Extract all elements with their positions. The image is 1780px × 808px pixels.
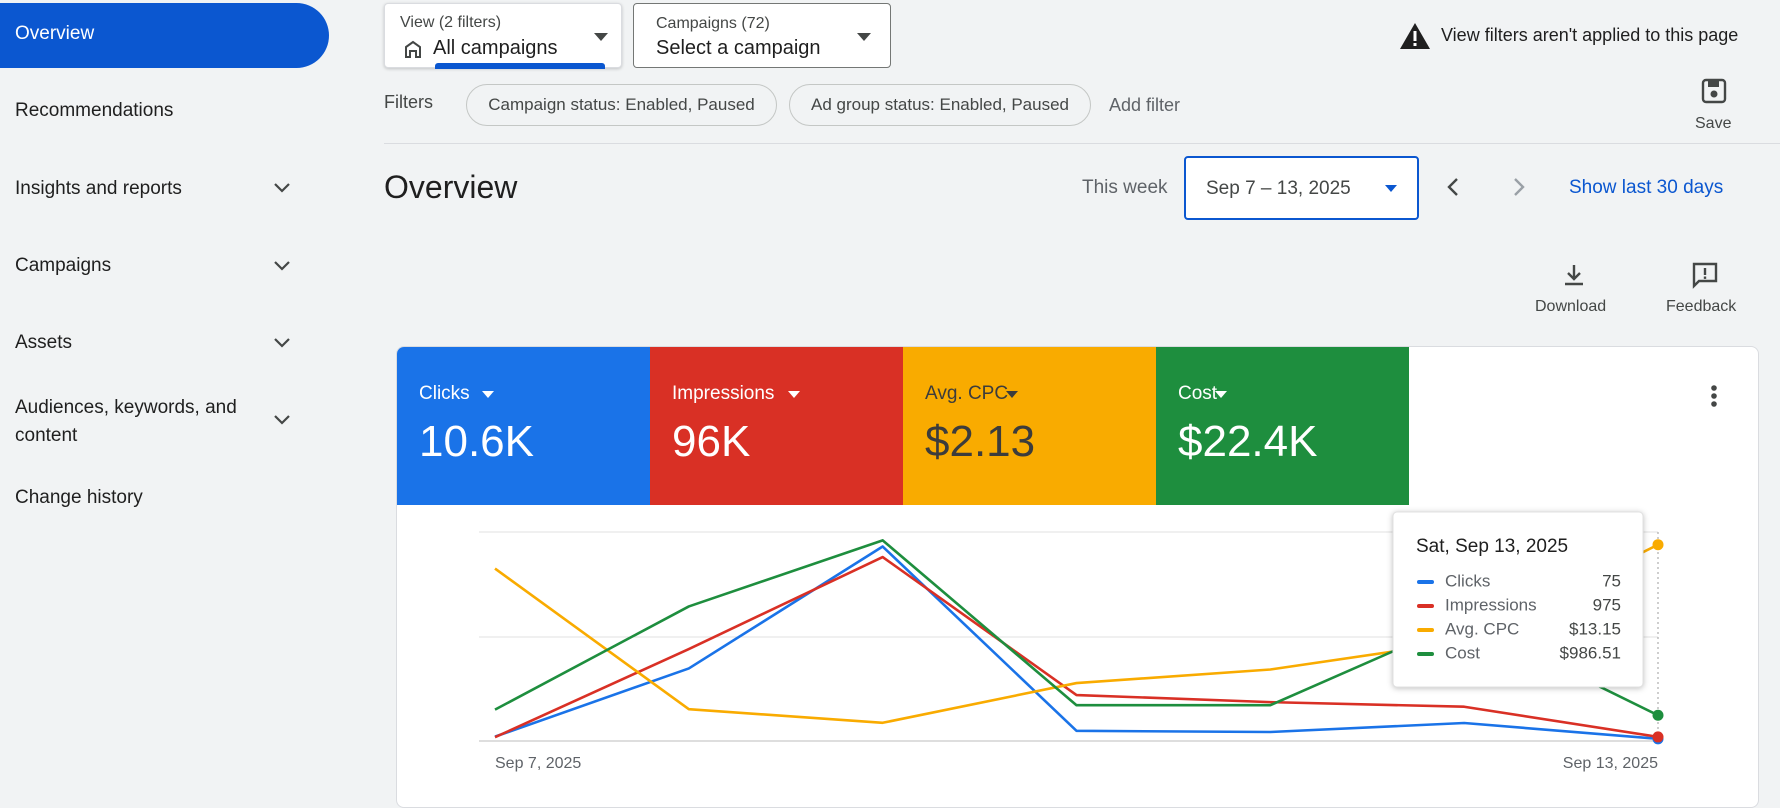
- download-icon[interactable]: [1561, 262, 1587, 288]
- filter-chip[interactable]: Campaign status: Enabled, Paused: [466, 84, 777, 126]
- caret: [1385, 185, 1397, 192]
- nav-active[interactable]: [0, 3, 329, 68]
- tooltip-series-name: Clicks: [1445, 571, 1490, 590]
- hover-dot: [1652, 709, 1664, 721]
- metric-label: Impressions: [672, 383, 775, 404]
- tooltip: Sat, Sep 13, 2025 Clicks 75 Impressions 975 A…: [1392, 511, 1644, 688]
- tooltip-value: $13.15: [1569, 619, 1621, 638]
- metric-label: Cost: [1178, 383, 1218, 404]
- caret: [594, 33, 608, 41]
- save-label[interactable]: Save: [1695, 115, 1732, 132]
- chevron[interactable]: [272, 256, 292, 276]
- nav-item[interactable]: Assets: [15, 332, 73, 353]
- caret: [857, 33, 871, 41]
- notice: View filters aren't applied to this page: [1441, 25, 1739, 45]
- caret-shape: [788, 391, 800, 398]
- next-button[interactable]: [1508, 176, 1530, 198]
- hover-dot: [1652, 731, 1664, 743]
- date-range: Sep 7 – 13, 2025: [1206, 178, 1351, 199]
- metric-value: 10.6K: [419, 417, 534, 466]
- metric-tile[interactable]: Clicks 10.6K: [397, 347, 650, 505]
- chevron[interactable]: [272, 410, 292, 430]
- metric-tile[interactable]: Cost $22.4K: [1156, 347, 1409, 505]
- chevron[interactable]: [272, 333, 292, 353]
- caret: [788, 391, 800, 398]
- tooltip-value: 975: [1593, 595, 1621, 614]
- underline: [435, 63, 605, 69]
- series-line: [494, 545, 1659, 741]
- feedback-icon[interactable]: [1691, 261, 1719, 289]
- caret-shape: [1215, 391, 1227, 398]
- caret: [482, 391, 494, 398]
- tooltip-series-name: Cost: [1445, 643, 1480, 662]
- metric-value: $22.4K: [1178, 417, 1318, 466]
- chevron[interactable]: [272, 178, 292, 198]
- x-tick-label: Sep 13, 2025: [1563, 755, 1658, 772]
- tooltip-value: $986.51: [1560, 643, 1621, 662]
- warning-icon: [1400, 23, 1430, 49]
- more-menu[interactable]: [1708, 383, 1720, 411]
- caret-shape: [482, 391, 494, 398]
- show-last-30[interactable]: Show last 30 days: [1569, 177, 1724, 198]
- caret-shape: [1006, 391, 1018, 398]
- nav-item[interactable]: Audiences, keywords, and content: [15, 397, 237, 446]
- series-line: [494, 555, 1659, 739]
- caret: [1215, 391, 1227, 398]
- campaign-picker-value: Select a campaign: [656, 37, 821, 59]
- store-icon: [405, 40, 421, 58]
- tooltip-box: [1392, 511, 1644, 688]
- metric-tile[interactable]: Avg. CPC $2.13: [903, 347, 1156, 505]
- feedback-label[interactable]: Feedback: [1666, 298, 1737, 315]
- metric-value: 96K: [672, 417, 751, 466]
- metric-tiles: Clicks 10.6K Impressions 96K Avg. CPC $2.13 Co…: [397, 347, 1410, 505]
- campaign-picker[interactable]: Campaigns (72) Select a campaign: [633, 3, 891, 68]
- nav-item[interactable]: Change history: [15, 487, 143, 508]
- download-label[interactable]: Download: [1535, 298, 1607, 315]
- tooltip-series-name: Avg. CPC: [1445, 619, 1519, 638]
- nav-item[interactable]: Insights and reports: [15, 178, 182, 199]
- metric-tile[interactable]: Impressions 96K: [650, 347, 903, 505]
- prev-button[interactable]: [1442, 176, 1464, 198]
- page-title: Overview: [384, 169, 518, 205]
- nav-item[interactable]: Campaigns: [15, 255, 112, 276]
- nav-item[interactable]: Recommendations: [15, 100, 174, 121]
- tooltip-title: Sat, Sep 13, 2025: [1416, 536, 1568, 557]
- nav-item[interactable]: Overview: [15, 23, 95, 44]
- metric-label: Avg. CPC: [925, 383, 1009, 404]
- caret: [1006, 391, 1018, 398]
- filter-chip[interactable]: Ad group status: Enabled, Paused: [789, 84, 1091, 126]
- tooltip-value: 75: [1602, 571, 1621, 590]
- view-filter-label: View (2 filters): [400, 14, 502, 31]
- hover-dot: [1652, 539, 1664, 551]
- x-tick-label: Sep 7, 2025: [495, 755, 581, 772]
- date-range-picker[interactable]: Sep 7 – 13, 2025: [1184, 156, 1419, 220]
- filters-label: Filters: [384, 92, 433, 112]
- view-filter[interactable]: View (2 filters) All campaigns: [384, 3, 622, 69]
- tooltip-series-name: Impressions: [1445, 595, 1537, 614]
- divider: [384, 143, 1780, 144]
- metric-label: Clicks: [419, 383, 470, 404]
- campaign-picker-label: Campaigns (72): [656, 15, 770, 32]
- view-filter-value: All campaigns: [433, 37, 558, 59]
- save-icon[interactable]: [1701, 78, 1727, 104]
- range-label: This week: [1082, 177, 1168, 198]
- metric-value: $2.13: [925, 417, 1036, 466]
- add-filter[interactable]: Add filter: [1109, 95, 1181, 115]
